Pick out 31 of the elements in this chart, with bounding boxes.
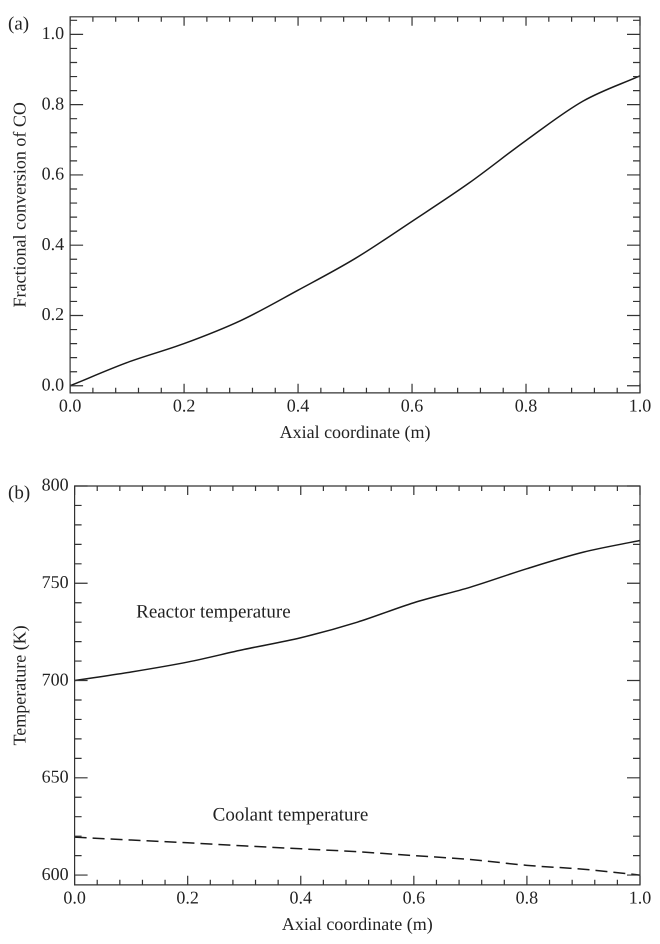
- x-tick-label: 1.0: [628, 395, 652, 416]
- chart-title: (a): [8, 13, 30, 34]
- x-axis-title: Axial coordinate (m): [280, 422, 431, 442]
- y-tick-label: 700: [42, 669, 69, 690]
- x-tick-label: 0.6: [400, 395, 424, 416]
- y-tick-label: 1.0: [42, 23, 64, 44]
- x-tick-label: 0.2: [172, 395, 196, 416]
- y-tick-label: 750: [42, 572, 69, 592]
- x-tick-label: 0.4: [286, 395, 310, 416]
- y-axis-title: Temperature (K): [10, 625, 30, 746]
- x-tick-label: 0.8: [514, 395, 538, 416]
- y-tick-label: 0.4: [42, 234, 64, 254]
- y-tick-label: 0.0: [42, 374, 64, 395]
- y-tick-label: 800: [42, 474, 69, 495]
- y-tick-label: 0.6: [42, 164, 64, 184]
- chart-title: (b): [8, 482, 30, 504]
- x-axis-title: Axial coordinate (m): [282, 914, 433, 934]
- y-tick-label: 650: [42, 766, 69, 787]
- series-label: Reactor temperature: [136, 601, 291, 622]
- x-tick-label: 0.0: [58, 395, 82, 416]
- y-tick-label: 0.2: [42, 304, 64, 324]
- x-tick-label: 1.0: [628, 887, 652, 908]
- y-tick-label: 600: [42, 864, 69, 884]
- x-tick-label: 0.0: [63, 887, 86, 908]
- y-tick-label: 0.8: [42, 93, 64, 114]
- series-label: Coolant temperature: [212, 804, 368, 826]
- y-axis-title: Fractional conversion of CO: [10, 102, 30, 308]
- x-tick-label: 0.6: [402, 887, 426, 908]
- x-tick-label: 0.8: [516, 887, 538, 908]
- x-tick-label: 0.2: [176, 887, 199, 908]
- x-tick-label: 0.4: [290, 887, 312, 908]
